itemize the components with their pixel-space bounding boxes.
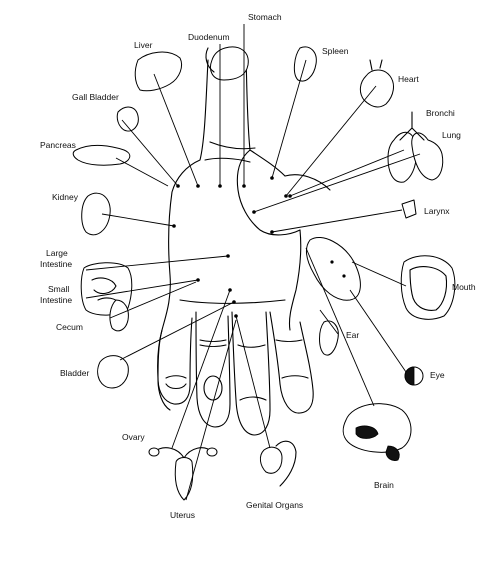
label-bladder: Bladder (60, 368, 89, 378)
ovary-icon (153, 447, 213, 459)
label-ear: Ear (346, 330, 359, 340)
label-stomach: Stomach (248, 12, 282, 22)
fingers (157, 311, 314, 436)
spleen-icon (293, 46, 317, 82)
stomach-icon (210, 46, 249, 81)
label-brain: Brain (374, 480, 394, 490)
reflex-points (172, 176, 292, 318)
brain-icon (342, 403, 412, 453)
larynx-icon (401, 199, 417, 219)
label-larynx: Larynx (424, 206, 450, 216)
lung-icon (387, 131, 417, 183)
label-large-intestine-1: Large (46, 248, 68, 258)
cecum-icon (109, 299, 129, 332)
organ-labels: Stomach Duodenum Liver Spleen Heart Gall… (40, 12, 476, 520)
heart-icon (359, 69, 394, 108)
label-heart: Heart (398, 74, 419, 84)
pancreas-icon (72, 144, 131, 166)
label-pancreas: Pancreas (40, 140, 76, 150)
gall-bladder-icon (116, 106, 139, 132)
label-uterus: Uterus (170, 510, 195, 520)
connector-lines (85, 24, 421, 501)
head-icon (306, 237, 361, 301)
label-cecum: Cecum (56, 322, 83, 332)
label-liver: Liver (134, 40, 153, 50)
label-gall-bladder: Gall Bladder (72, 92, 119, 102)
lung-icon-right (411, 132, 444, 181)
liver-icon (134, 51, 183, 92)
label-kidney: Kidney (52, 192, 79, 202)
label-mouth: Mouth (452, 282, 476, 292)
label-eye: Eye (430, 370, 445, 380)
label-spleen: Spleen (322, 46, 349, 56)
kidney-icon (81, 192, 111, 236)
uterus-icon (174, 457, 194, 501)
bronchi-icon (399, 111, 425, 141)
bladder-icon (97, 355, 129, 389)
label-duodenum: Duodenum (188, 32, 230, 42)
label-small-intestine-1: Small (48, 284, 69, 294)
label-bronchi: Bronchi (426, 108, 455, 118)
label-lung: Lung (442, 130, 461, 140)
label-small-intestine-2: Intestine (40, 295, 72, 305)
ear-icon (319, 320, 339, 356)
label-large-intestine-2: Intestine (40, 259, 72, 269)
genital-organs-icon (259, 446, 283, 474)
duodenum-icon (205, 47, 215, 73)
label-ovary: Ovary (122, 432, 145, 442)
label-genital-organs: Genital Organs (246, 500, 303, 510)
